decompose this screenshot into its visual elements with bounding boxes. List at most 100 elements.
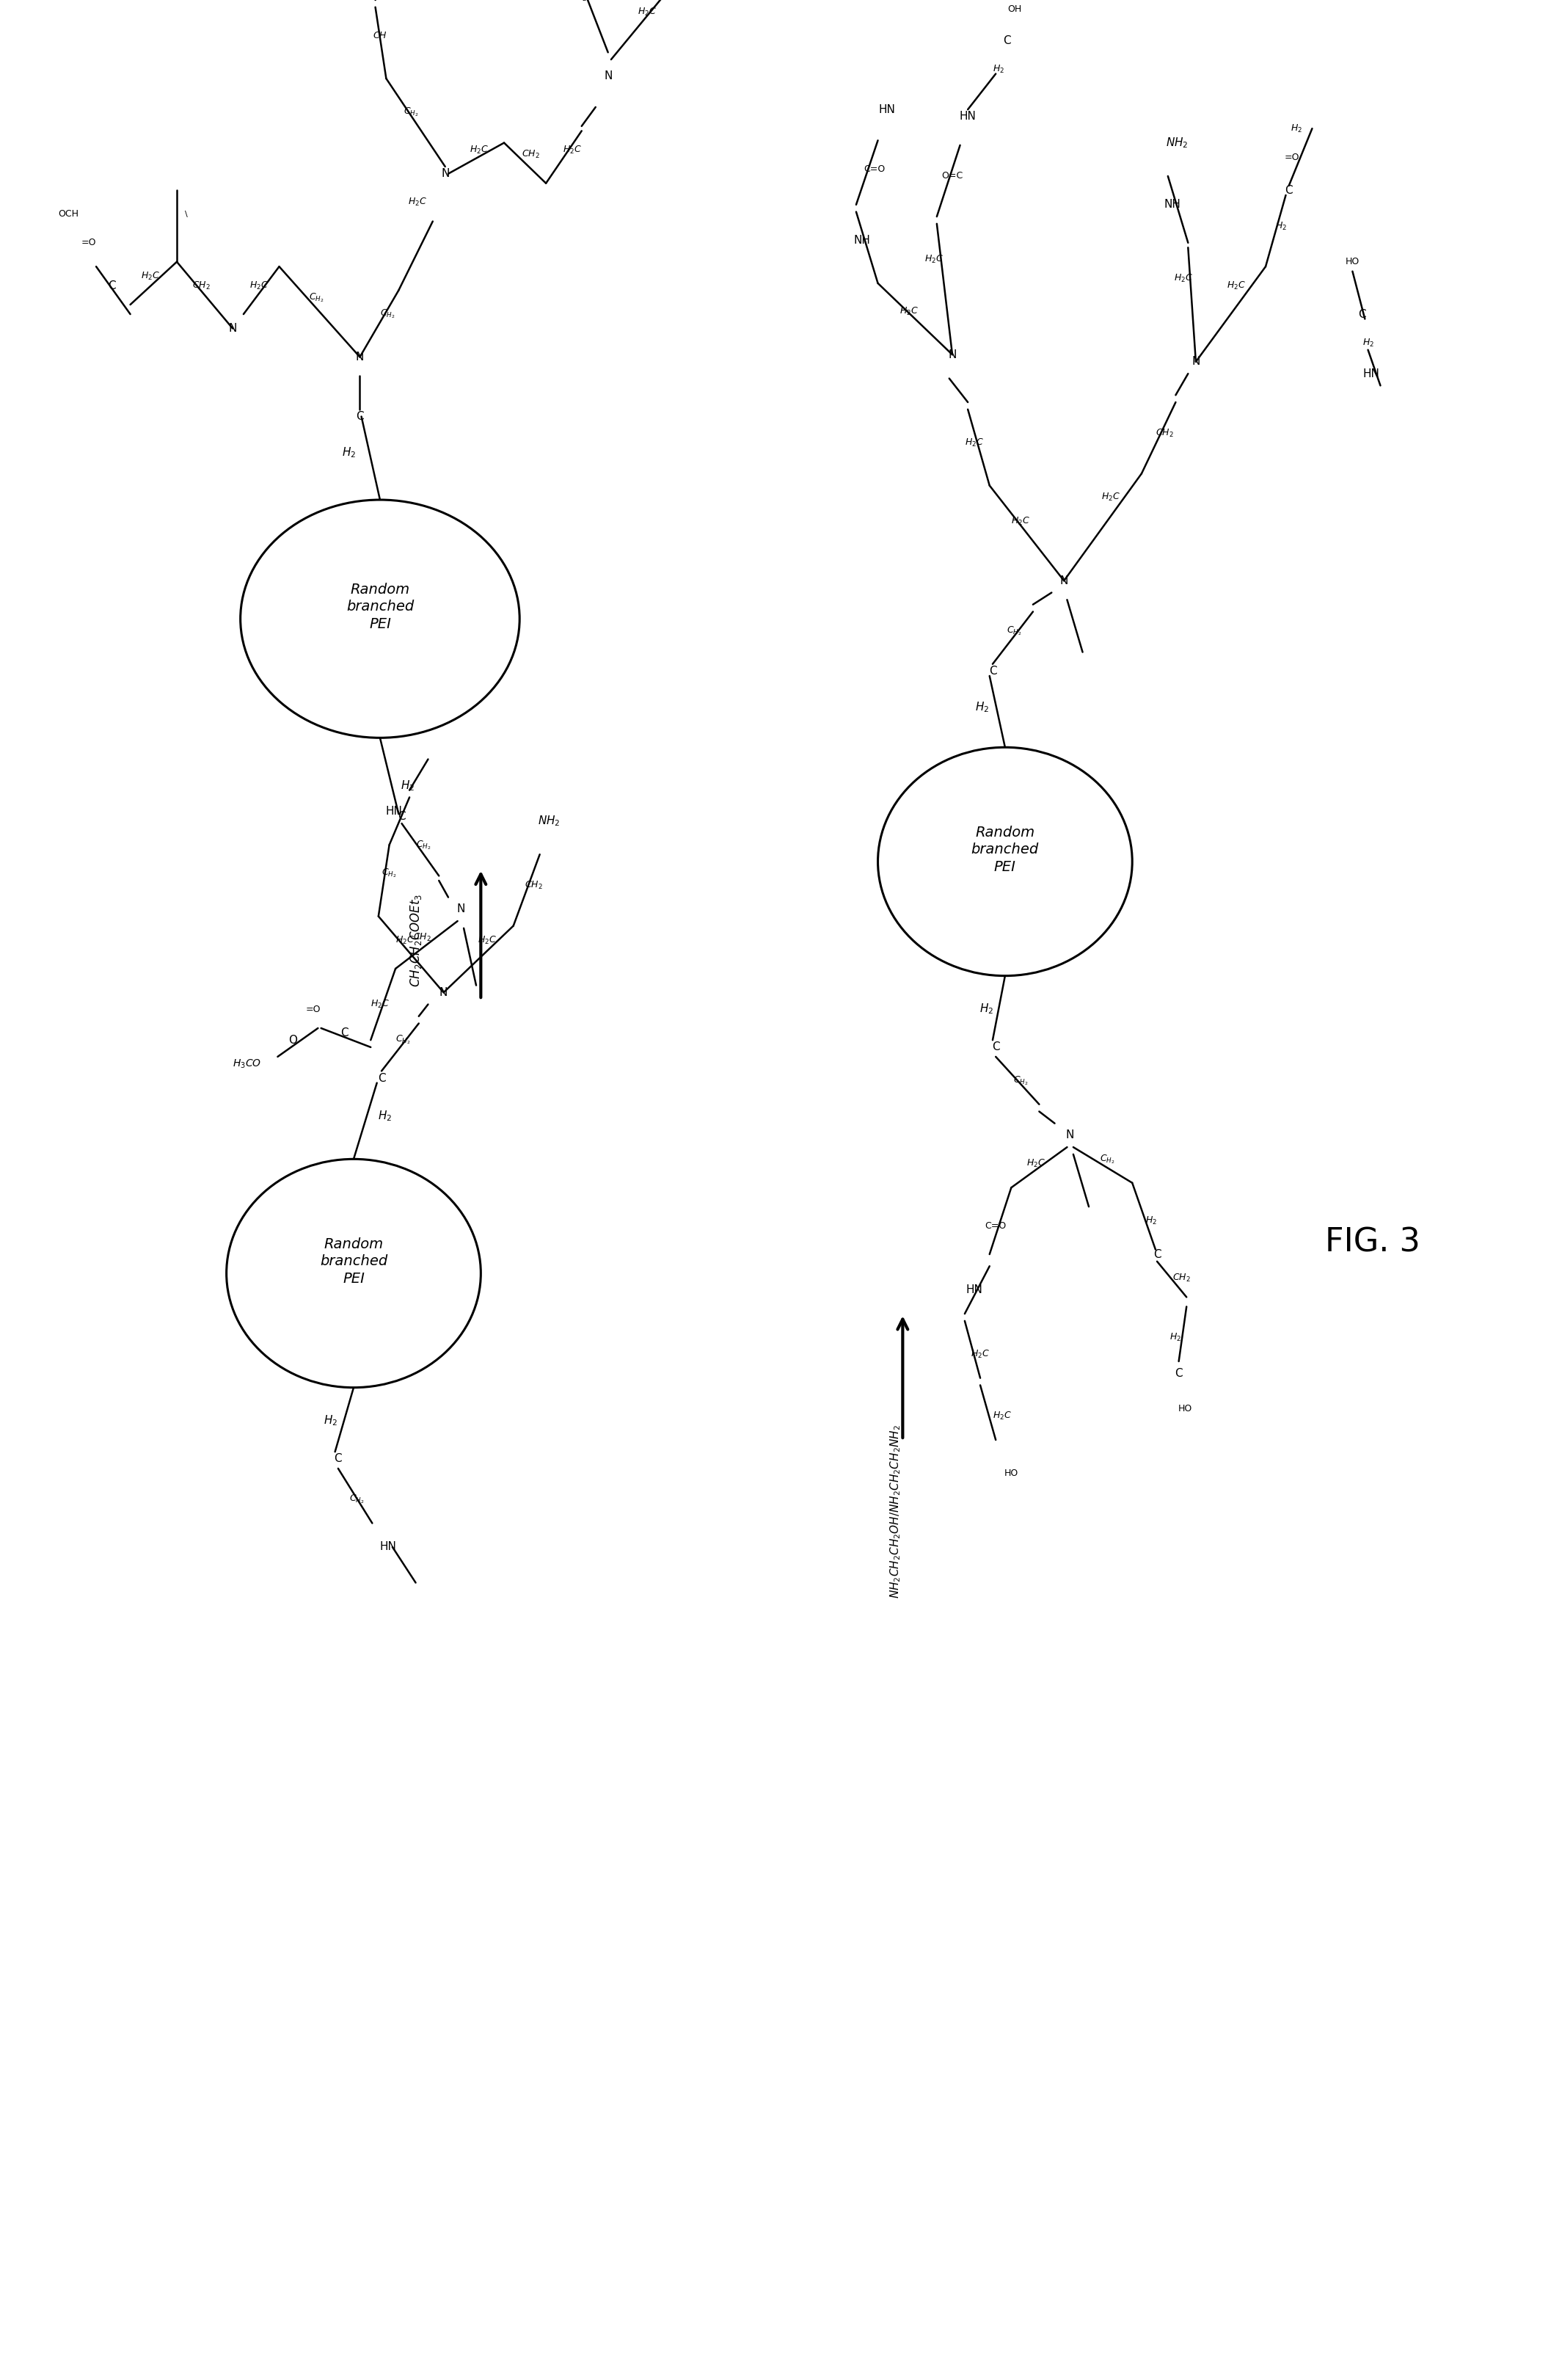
Text: =O: =O [1284, 152, 1300, 162]
Text: $NH_2$: $NH_2$ [1166, 136, 1188, 150]
Text: $C_{H_2}$: $C_{H_2}$ [1007, 624, 1022, 638]
Text: $C_{H_2}$: $C_{H_2}$ [1013, 1073, 1028, 1088]
Text: $H_2C$: $H_2C$ [250, 281, 268, 290]
Text: $H_2$: $H_2$ [377, 1109, 392, 1123]
Text: N: N [456, 904, 465, 914]
Text: $CH_2$: $CH_2$ [192, 281, 211, 290]
Text: C: C [1357, 309, 1366, 319]
Text: HO: HO [1177, 1404, 1193, 1414]
Text: NH: NH [1165, 200, 1180, 209]
Text: $H_2C$: $H_2C$ [575, 0, 594, 2]
Text: $H_2$: $H_2$ [979, 1002, 994, 1016]
Text: $C_{H_2}$: $C_{H_2}$ [416, 838, 431, 852]
Text: $CH_2$: $CH_2$ [1173, 1273, 1191, 1283]
Text: N: N [355, 352, 364, 362]
Text: $H_2C$: $H_2C$ [924, 255, 943, 264]
Text: $C_{H_2}$: $C_{H_2}$ [309, 290, 324, 305]
Text: C: C [1284, 186, 1294, 195]
Text: $H_2C$: $H_2C$ [971, 1349, 990, 1359]
Text: $H_2$: $H_2$ [323, 1414, 338, 1428]
Text: $CH_2CH_2COOEt_3$: $CH_2CH_2COOEt_3$ [408, 892, 423, 988]
Text: $C_{H_2}$: $C_{H_2}$ [349, 1492, 364, 1507]
Text: HO: HO [1345, 257, 1360, 267]
Ellipse shape [240, 500, 520, 738]
Text: $H_2C$: $H_2C$ [1027, 1159, 1045, 1169]
Text: N: N [439, 988, 448, 997]
Text: $H_2$: $H_2$ [400, 778, 416, 793]
Text: C=O: C=O [985, 1221, 1007, 1230]
Ellipse shape [226, 1159, 481, 1388]
Text: $C_{H_2}$: $C_{H_2}$ [396, 1033, 411, 1047]
Text: $H_2C$: $H_2C$ [1174, 274, 1193, 283]
Text: $H_3CO$: $H_3CO$ [233, 1057, 261, 1071]
Text: NH: NH [855, 236, 870, 245]
Text: C: C [355, 412, 364, 421]
Text: N: N [228, 324, 237, 333]
Text: C: C [1002, 36, 1011, 45]
Text: =O: =O [306, 1004, 321, 1014]
Text: $H_2C$: $H_2C$ [396, 935, 414, 945]
Text: $CH$: $CH$ [372, 31, 388, 40]
Ellipse shape [878, 747, 1132, 976]
Text: HN: HN [879, 105, 895, 114]
Text: $H_2C$: $H_2C$ [408, 198, 427, 207]
Text: $H_2C$: $H_2C$ [993, 1411, 1011, 1421]
Text: $H_2C$: $H_2C$ [900, 307, 918, 317]
Text: C: C [1152, 1250, 1162, 1259]
Text: $H_2C$: $H_2C$ [470, 145, 489, 155]
Text: N: N [603, 71, 613, 81]
Text: $NH_2CH_2CH_2OH/NH_2CH_2CH_2NH_2$: $NH_2CH_2CH_2OH/NH_2CH_2CH_2NH_2$ [889, 1423, 903, 1599]
Text: Random
branched
PEI: Random branched PEI [971, 826, 1039, 873]
Text: $H_2$: $H_2$ [1362, 338, 1374, 347]
Text: $C_{H_2}$: $C_{H_2}$ [382, 866, 397, 881]
Text: N: N [1066, 1130, 1075, 1140]
Text: $H_2C$: $H_2C$ [1101, 493, 1120, 502]
Text: $H_2$: $H_2$ [1145, 1216, 1157, 1226]
Text: O: O [288, 1035, 298, 1045]
Text: HN: HN [960, 112, 976, 121]
Text: $H_2$: $H_2$ [993, 64, 1005, 74]
Text: C=O: C=O [864, 164, 886, 174]
Text: $H_2$: $H_2$ [1169, 1333, 1182, 1342]
Text: Random
branched
PEI: Random branched PEI [320, 1238, 388, 1285]
Text: $CH_2$: $CH_2$ [413, 933, 431, 942]
Text: C: C [397, 812, 406, 821]
Text: $C_{H_2}$: $C_{H_2}$ [1100, 1152, 1115, 1166]
Text: OCH: OCH [57, 209, 79, 219]
Text: N: N [1191, 357, 1200, 367]
Text: HN: HN [380, 1542, 396, 1552]
Text: C: C [333, 1454, 343, 1464]
Text: HO: HO [1003, 1468, 1019, 1478]
Text: $H_2C$: $H_2C$ [563, 145, 582, 155]
Text: $H_2C$: $H_2C$ [965, 438, 983, 447]
Text: HN: HN [386, 807, 402, 816]
Text: N: N [1059, 576, 1069, 585]
Text: $H_2$: $H_2$ [341, 445, 357, 459]
Text: $NH_2$: $NH_2$ [538, 814, 560, 828]
Text: $C_{H_2}$: $C_{H_2}$ [403, 105, 419, 119]
Text: C: C [107, 281, 116, 290]
Text: $H_2C$: $H_2C$ [1227, 281, 1245, 290]
Text: C: C [1174, 1368, 1183, 1378]
Text: $H_2C$: $H_2C$ [141, 271, 160, 281]
Text: $CH_2$: $CH_2$ [521, 150, 540, 159]
Text: $C_{H_2}$: $C_{H_2}$ [380, 307, 396, 321]
Text: $CH_2$: $CH_2$ [524, 881, 543, 890]
Text: C: C [340, 1028, 349, 1038]
Text: Random
branched
PEI: Random branched PEI [346, 583, 414, 631]
Text: $\backslash$: $\backslash$ [185, 209, 188, 219]
Text: C: C [988, 666, 997, 676]
Text: =O: =O [81, 238, 96, 248]
Text: HN: HN [966, 1285, 982, 1295]
Text: $H_2$: $H_2$ [1290, 124, 1303, 133]
Text: $H_2C$: $H_2C$ [478, 935, 496, 945]
Text: N: N [440, 169, 450, 178]
Text: C: C [991, 1042, 1000, 1052]
Text: FIG. 3: FIG. 3 [1325, 1226, 1421, 1259]
Text: O=C: O=C [941, 171, 963, 181]
Text: $H_2C$: $H_2C$ [637, 7, 656, 17]
Text: $CH_2$: $CH_2$ [1155, 428, 1174, 438]
Text: C: C [377, 1073, 386, 1083]
Text: N: N [948, 350, 957, 359]
Text: HN: HN [1363, 369, 1379, 378]
